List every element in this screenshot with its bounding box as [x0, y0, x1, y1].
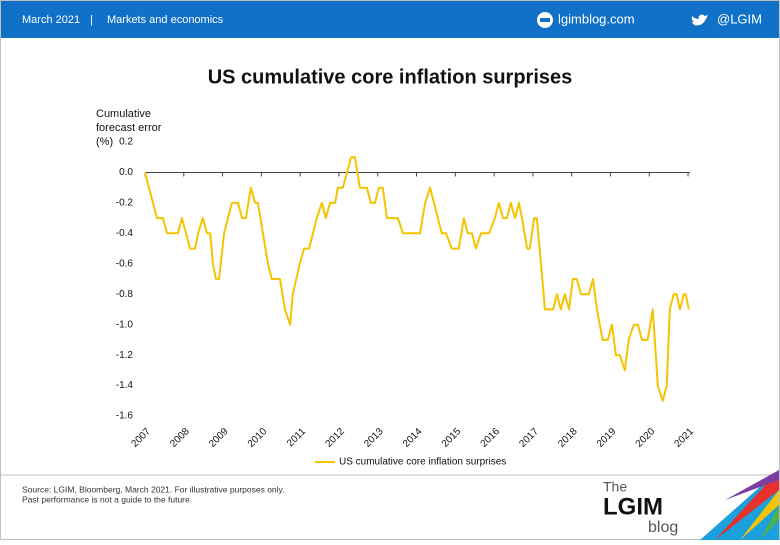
- site-icon-mark: [540, 18, 550, 22]
- y-axis-label: forecast error: [96, 122, 162, 134]
- y-tick-label: 0.2: [119, 137, 133, 148]
- legend-label: US cumulative core inflation surprises: [339, 457, 506, 468]
- y-axis-label: (%): [96, 136, 113, 148]
- data-line: [144, 156, 690, 402]
- header-twitter[interactable]: @LGIM: [717, 11, 762, 26]
- y-tick-label: -0.6: [116, 258, 134, 269]
- y-tick-label: -1.2: [116, 350, 134, 361]
- y-axis-label: Cumulative: [96, 108, 151, 120]
- header-date: March 2021: [22, 14, 80, 26]
- header-separator: |: [90, 14, 93, 26]
- header-section: Markets and economics: [107, 14, 224, 26]
- logo-lgim: LGIM: [603, 493, 663, 520]
- y-tick-label: -0.4: [116, 228, 134, 239]
- y-tick-label: -0.8: [116, 289, 134, 300]
- twitter-icon: [691, 14, 708, 26]
- header-bar: [1, 1, 779, 38]
- logo-umbrella: [700, 470, 779, 540]
- chart-title: US cumulative core inflation surprises: [208, 66, 573, 88]
- header-site[interactable]: lgimblog.com: [558, 11, 635, 26]
- y-tick-label: -1.4: [116, 380, 134, 391]
- y-tick-label: -1.0: [116, 319, 134, 330]
- logo-the: The: [603, 479, 627, 495]
- logo-blog: blog: [648, 519, 678, 536]
- footer-source: Past performance is not a guide to the f…: [22, 494, 192, 504]
- y-tick-label: -0.2: [116, 198, 134, 209]
- y-tick-label: -1.6: [116, 411, 134, 422]
- y-tick-label: 0.0: [119, 167, 133, 178]
- footer-source: Source: LGIM, Bloomberg, March 2021. For…: [22, 484, 285, 494]
